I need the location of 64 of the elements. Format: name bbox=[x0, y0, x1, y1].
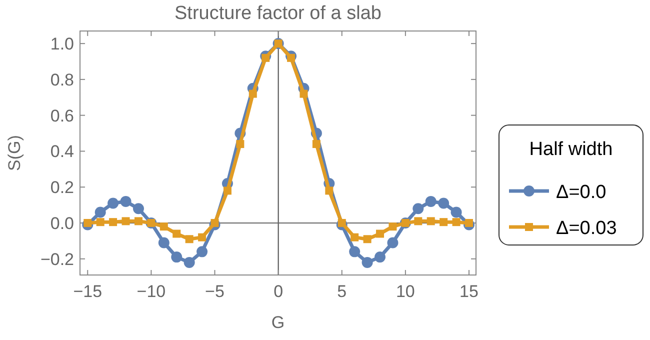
point bbox=[122, 217, 130, 226]
y-tick-label: −0.2 bbox=[40, 250, 74, 269]
point bbox=[325, 186, 334, 195]
legend-title: Half width bbox=[529, 139, 613, 160]
point bbox=[338, 218, 346, 227]
legend-label: Δ=0.03 bbox=[556, 218, 617, 239]
point bbox=[425, 196, 436, 207]
point bbox=[134, 217, 142, 226]
point bbox=[223, 186, 232, 195]
point bbox=[158, 237, 170, 248]
y-tick-label: 0.4 bbox=[50, 142, 74, 162]
point bbox=[210, 218, 219, 227]
legend-label: Δ=0.0 bbox=[556, 182, 606, 203]
x-tick-label: 0 bbox=[274, 282, 284, 301]
x-tick-label: 15 bbox=[460, 282, 478, 301]
point bbox=[376, 230, 384, 238]
point bbox=[94, 206, 106, 218]
x-tick-label: 10 bbox=[396, 282, 415, 301]
point bbox=[185, 235, 194, 244]
point bbox=[108, 198, 119, 209]
y-tick-label: 0.6 bbox=[50, 106, 74, 126]
point bbox=[312, 140, 320, 148]
point bbox=[262, 54, 270, 62]
point bbox=[452, 218, 460, 226]
point bbox=[465, 218, 474, 227]
y-axis-title: S(G) bbox=[5, 135, 24, 171]
point bbox=[388, 222, 397, 231]
point bbox=[349, 246, 360, 258]
y-tick-label: 0.2 bbox=[50, 178, 74, 198]
point bbox=[248, 90, 257, 98]
point bbox=[387, 237, 398, 248]
point bbox=[172, 230, 181, 238]
x-axis-title: G bbox=[271, 313, 285, 332]
point bbox=[426, 217, 435, 226]
x-tick-label: −15 bbox=[73, 282, 102, 301]
point bbox=[184, 256, 195, 268]
chart-title: Structure factor of a slab bbox=[174, 3, 382, 24]
point bbox=[363, 235, 372, 244]
point bbox=[440, 218, 448, 226]
point bbox=[84, 218, 92, 227]
point bbox=[196, 246, 208, 258]
point bbox=[120, 196, 132, 207]
point bbox=[287, 54, 296, 62]
point bbox=[198, 233, 206, 242]
point bbox=[374, 252, 386, 263]
point bbox=[362, 256, 373, 268]
point bbox=[450, 206, 462, 218]
y-tick-label: 0.0 bbox=[50, 214, 74, 233]
x-tick-label: −5 bbox=[205, 282, 224, 301]
point bbox=[160, 222, 168, 231]
point bbox=[414, 217, 422, 226]
point bbox=[236, 140, 244, 148]
point bbox=[300, 90, 308, 98]
x-tick-label: −10 bbox=[136, 282, 166, 301]
y-tick-label: 1.0 bbox=[50, 34, 74, 54]
point bbox=[171, 252, 182, 263]
point bbox=[350, 233, 359, 242]
point bbox=[132, 203, 144, 214]
point bbox=[438, 198, 450, 209]
x-tick-label: 5 bbox=[337, 282, 347, 301]
point bbox=[109, 218, 118, 226]
point bbox=[96, 218, 104, 226]
y-tick-label: 0.8 bbox=[50, 70, 74, 90]
point bbox=[412, 203, 424, 214]
